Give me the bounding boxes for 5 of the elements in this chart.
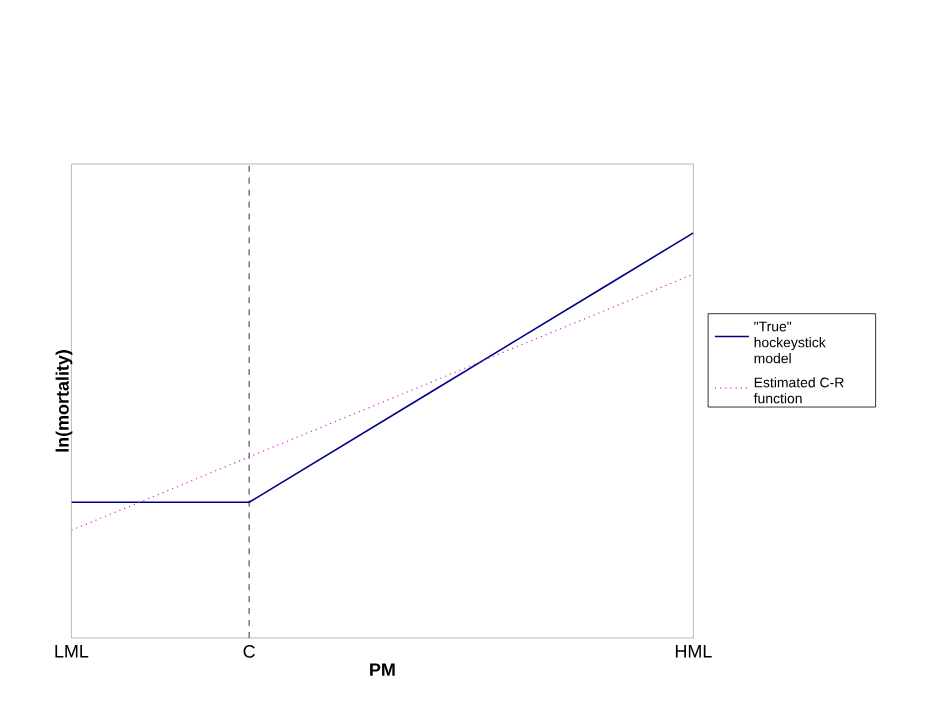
x-tick-label: HML — [675, 645, 712, 658]
x-tick-label: LML — [55, 645, 89, 658]
x-axis-title: PM — [370, 663, 395, 676]
x-tick-label: C — [243, 645, 255, 658]
y-axis-title: ln(mortality) — [55, 350, 73, 452]
